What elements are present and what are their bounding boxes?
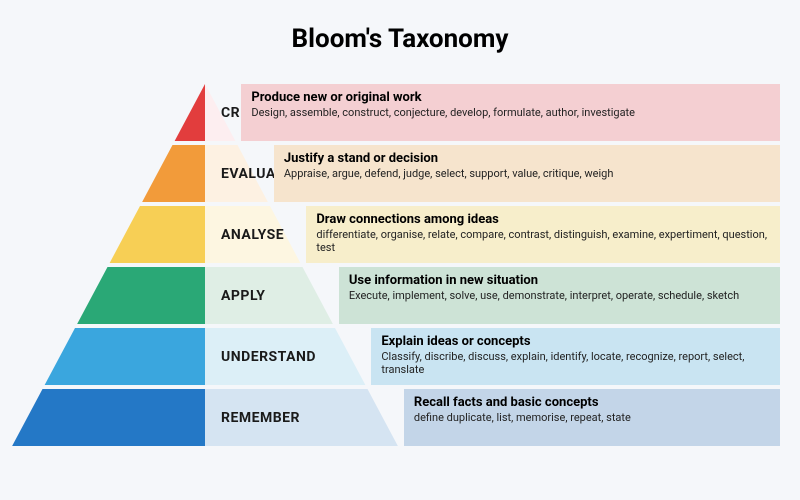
level-label-apply: APPLY — [209, 267, 329, 324]
pyramid-slice-evaluate — [142, 145, 205, 202]
pyramid-slice-remember — [12, 389, 205, 446]
desc-box-remember: Recall facts and basic conceptsdefine du… — [404, 389, 780, 446]
level-label-understand: UNDERSTAND — [209, 328, 361, 385]
desc-title: Draw connections among ideas — [316, 212, 770, 228]
desc-box-create: Produce new or original workDesign, asse… — [241, 84, 780, 141]
level-label-evaluate: EVALUATE — [209, 145, 264, 202]
desc-box-apply: Use information in new situationExecute,… — [339, 267, 780, 324]
desc-title: Justify a stand or decision — [284, 151, 770, 167]
level-label-analyse: ANALYSE — [209, 206, 296, 263]
desc-title: Explain ideas or concepts — [381, 334, 770, 350]
desc-title: Use information in new situation — [349, 273, 770, 289]
desc-title: Produce new or original work — [251, 90, 770, 106]
desc-body: Appraise, argue, defend, judge, select, … — [284, 167, 770, 180]
desc-body: Execute, implement, solve, use, demonstr… — [349, 289, 770, 302]
desc-body: define duplicate, list, memorise, repeat… — [414, 411, 770, 424]
pyramid-slice-apply — [77, 267, 205, 324]
pyramid-slice-understand — [45, 328, 205, 385]
level-label-remember: REMEMBER — [209, 389, 394, 446]
desc-body: differentiate, organise, relate, compare… — [316, 228, 770, 254]
desc-box-understand: Explain ideas or conceptsClassify, discr… — [371, 328, 780, 385]
desc-box-analyse: Draw connections among ideasdifferentiat… — [306, 206, 780, 263]
desc-title: Recall facts and basic concepts — [414, 395, 770, 411]
pyramid-slice-analyse — [110, 206, 205, 263]
level-label-create: CREATE — [209, 84, 231, 141]
desc-body: Classify, discribe, discuss, explain, id… — [381, 350, 770, 376]
pyramid-slice-create — [175, 84, 205, 141]
desc-box-evaluate: Justify a stand or decisionAppraise, arg… — [274, 145, 780, 202]
desc-body: Design, assemble, construct, conjecture,… — [251, 106, 770, 119]
